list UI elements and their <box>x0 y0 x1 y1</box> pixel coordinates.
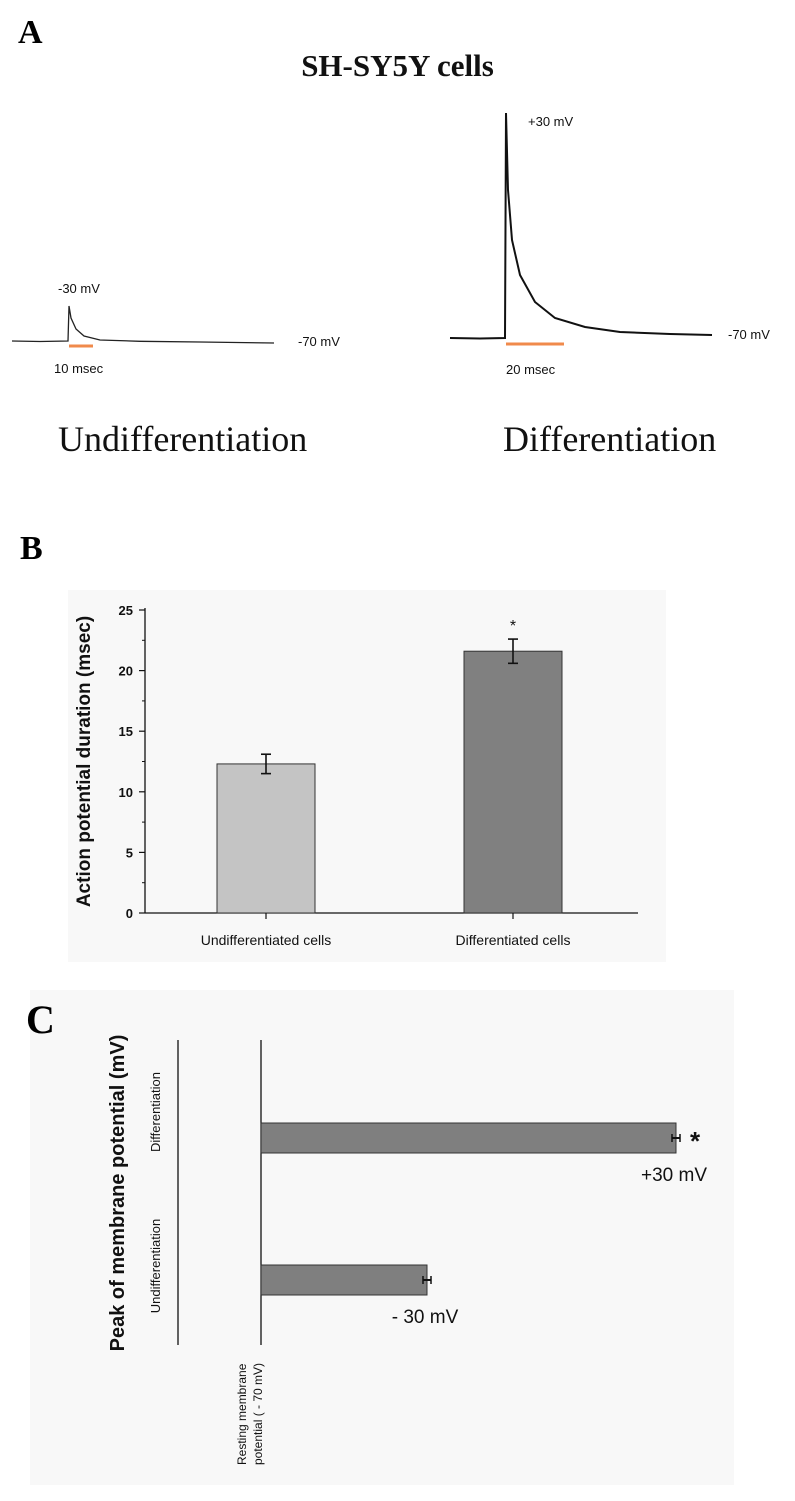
membrane-peak-bar-chart: Peak of membrane potential (mV) Different… <box>107 1035 707 1465</box>
bar-undifferentiation <box>260 1264 428 1296</box>
differentiated-rest-label: -70 mV <box>728 327 770 342</box>
y-tick-label-5: 5 <box>126 845 133 860</box>
duration-bar-chart: 0 5 10 15 20 25 Action potential duration (mse… <box>74 603 638 948</box>
y-axis-title: Action potential duration (msec) <box>74 616 95 907</box>
bar-differentiation <box>260 1122 677 1154</box>
significance-marker: * <box>690 1126 701 1156</box>
bar-undifferentiated <box>216 763 316 914</box>
differentiated-scale-label: 20 msec <box>506 362 556 377</box>
y-tick-label-25: 25 <box>119 603 133 618</box>
value-label: +30 mV <box>641 1165 707 1186</box>
action-potential-traces <box>11 112 713 348</box>
undifferentiated-trace <box>11 305 275 344</box>
bar-differentiated <box>463 650 563 914</box>
y-tick-label-15: 15 <box>119 724 133 739</box>
significance-marker: * <box>510 618 516 635</box>
panel-b-letter: B <box>20 530 43 567</box>
category-label-differentiation: Differentiation <box>148 1072 163 1152</box>
panel-c-letter: C <box>26 997 55 1042</box>
panel-b-background <box>68 590 666 962</box>
differentiated-trace <box>449 112 713 340</box>
value-label: - 30 mV <box>392 1307 459 1328</box>
differentiated-peak-label: +30 mV <box>528 114 574 129</box>
y-tick-label-20: 20 <box>119 664 133 679</box>
panel-a-letter: A <box>18 14 43 51</box>
panel-c-background <box>30 990 734 1485</box>
y-tick-label-10: 10 <box>119 785 133 800</box>
y-tick-label-0: 0 <box>126 906 133 921</box>
panel-a-title: SH-SY5Y cells <box>301 48 494 83</box>
x-tick-label: Differentiated cells <box>456 932 571 948</box>
y-axis-title: Peak of membrane potential (mV) <box>107 1035 129 1352</box>
baseline-label-line-2: potential ( - 70 mV) <box>251 1363 265 1465</box>
baseline-label-line-1: Resting membrane <box>235 1363 249 1465</box>
undifferentiated-rest-label: -70 mV <box>298 334 340 349</box>
undifferentiated-scale-label: 10 msec <box>54 361 104 376</box>
differentiation-caption: Differentiation <box>503 419 717 459</box>
undifferentiated-peak-label: -30 mV <box>58 281 100 296</box>
x-tick-label: Undifferentiated cells <box>201 932 331 948</box>
category-label-undifferentiation: Undifferentiation <box>148 1219 163 1313</box>
undifferentiation-caption: Undifferentiation <box>58 419 308 459</box>
